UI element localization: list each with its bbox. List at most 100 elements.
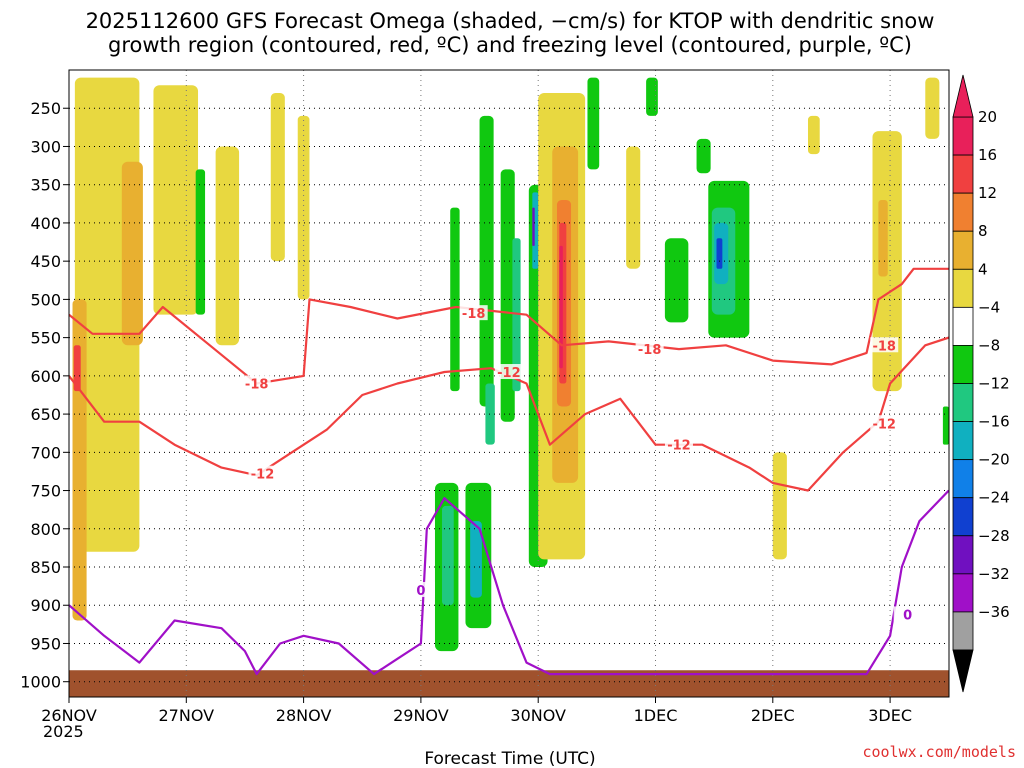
- omega-region-29: [664, 238, 689, 323]
- colorbar-label-7: −12: [978, 375, 1010, 393]
- credit-text: coolwx.com/models: [862, 743, 1016, 761]
- colorbar-bottom-arrow: [952, 649, 974, 693]
- x-tick-label-28NOV: 28NOV: [276, 706, 332, 725]
- contour-label-9: 0: [903, 608, 912, 623]
- omega-region-20: [485, 383, 495, 445]
- x-tick-label-30NOV: 30NOV: [510, 706, 566, 725]
- omega-region-35: [807, 115, 820, 155]
- colorbar-label-10: −24: [978, 489, 1010, 507]
- omega-region-1: [121, 161, 143, 346]
- omega-region-30: [696, 138, 711, 174]
- x-axis: 26NOV 27NOV 28NOV 29NOV 30NOV 1DEC 2DEC 3DEC: [41, 697, 912, 725]
- colorbar-label-6: −8: [978, 336, 1000, 354]
- x-axis-year-label: 2025: [43, 722, 84, 741]
- x-tick-label-29NOV: 29NOV: [393, 706, 449, 725]
- colorbar-bin-2: [952, 192, 974, 232]
- contour-label-bg-4: [248, 465, 277, 481]
- contour-label-1: -18: [462, 307, 486, 322]
- contour-label-bg-9: [893, 606, 922, 622]
- omega-region-26: [587, 77, 600, 170]
- contour-label-3: -18: [872, 339, 896, 354]
- x-tick-label-3DEC: 3DEC: [868, 706, 912, 725]
- x-axis-title: Forecast Time (UTC): [424, 749, 595, 768]
- colorbar-bin-9: [952, 459, 974, 499]
- y-tick-label-600: 600: [30, 367, 61, 386]
- colorbar-label-9: −20: [978, 451, 1010, 469]
- contour-label-bg-6: [664, 436, 693, 452]
- omega-region-27: [626, 146, 641, 269]
- colorbar-label-4: 4: [978, 260, 988, 278]
- omega-region-40: [942, 406, 949, 445]
- omega-region-28: [646, 77, 658, 116]
- contour-label-6: -12: [667, 439, 691, 454]
- omega-region-38: [925, 77, 940, 139]
- x-tick-label-27NOV: 27NOV: [159, 706, 215, 725]
- omega-region-11: [500, 169, 515, 422]
- contour-label-bg-2: [635, 341, 664, 357]
- contour-label-0: -18: [245, 378, 269, 393]
- chart-title-line2: growth region (contoured, red, ºC) and f…: [108, 33, 912, 57]
- omega-region-7: [270, 92, 285, 262]
- contour-line-0: [69, 267, 949, 385]
- colorbar-label-2: 12: [978, 184, 997, 202]
- y-tick-label-300: 300: [30, 137, 61, 156]
- contour-label-bg-3: [870, 337, 899, 353]
- colorbar-bin-6: [952, 345, 974, 384]
- x-tick-label-2DEC: 2DEC: [751, 706, 795, 725]
- colorbar-label-13: −36: [978, 603, 1010, 621]
- plot-frame: [68, 69, 950, 698]
- contour-label-7: -12: [872, 417, 896, 432]
- colorbar-bin-5: [952, 306, 974, 346]
- colorbar-bin-8: [952, 421, 974, 461]
- omega-region-17: [442, 505, 454, 606]
- y-tick-label-950: 950: [30, 634, 61, 653]
- y-tick-label-350: 350: [30, 176, 61, 195]
- colorbar-bin-13: [952, 611, 974, 651]
- y-axis: 250 300 350 400 450 500 550 600 650 700 750 800 850 9…: [20, 99, 69, 692]
- colorbar-bin-0: [952, 116, 974, 156]
- y-tick-label-450: 450: [30, 252, 61, 271]
- contour-label-bg-8: [406, 581, 435, 597]
- colorbar-label-11: −28: [978, 527, 1010, 545]
- omega-region-6: [215, 146, 240, 346]
- y-tick-label-900: 900: [30, 596, 61, 615]
- chart-title-line1: 2025112600 GFS Forecast Omega (shaded, −…: [86, 9, 935, 33]
- y-tick-label-800: 800: [30, 520, 61, 539]
- colorbar-bin-12: [952, 573, 974, 613]
- omega-region-37: [878, 199, 888, 277]
- colorbar-label-5: −4: [978, 298, 1000, 316]
- contour-label-4: -12: [251, 468, 275, 483]
- contour-label-bg-1: [459, 305, 488, 321]
- omega-region-8: [297, 115, 310, 300]
- colorbar-bin-1: [952, 154, 974, 194]
- colorbar-bin-11: [952, 535, 974, 575]
- omega-region-3: [73, 345, 81, 392]
- omega-region-4: [153, 85, 199, 315]
- omega-region-15: [532, 207, 535, 246]
- colorbar-label-12: −32: [978, 565, 1010, 583]
- colorbar-label-1: 16: [978, 146, 997, 164]
- colorbar: 20 16 12 8 4 −4 −8 −12 −16 −20 −24 −28 −32 −36: [952, 74, 1010, 693]
- colorbar-bin-10: [952, 497, 974, 537]
- y-tick-label-1000: 1000: [20, 673, 61, 692]
- y-tick-label-250: 250: [30, 99, 61, 118]
- contour-label-2: -18: [638, 343, 662, 358]
- colorbar-bin-7: [952, 383, 974, 422]
- contour-layer: -18 -18 -18 -18 -12 -12 -12 -12 0 0: [69, 267, 949, 676]
- x-tick-label-26NOV: 26NOV: [41, 706, 97, 725]
- colorbar-label-8: −16: [978, 413, 1010, 431]
- contour-label-bg-0: [242, 375, 271, 391]
- omega-region-10: [479, 115, 494, 407]
- contour-label-bg-5: [494, 364, 523, 380]
- y-tick-label-500: 500: [30, 290, 61, 309]
- colorbar-top-arrow: [952, 74, 974, 118]
- omega-region-5: [195, 169, 206, 315]
- y-tick-label-650: 650: [30, 405, 61, 424]
- contour-label-8: 0: [416, 584, 425, 599]
- y-tick-label-750: 750: [30, 482, 61, 501]
- colorbar-label-0: 20: [978, 108, 997, 126]
- omega-region-25: [559, 245, 563, 369]
- y-tick-label-850: 850: [30, 558, 61, 577]
